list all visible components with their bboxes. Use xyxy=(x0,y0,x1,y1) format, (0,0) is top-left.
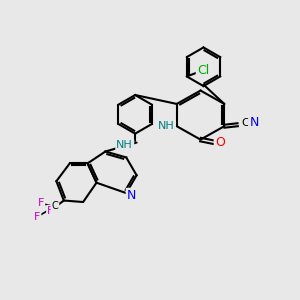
Text: NH: NH xyxy=(116,140,133,150)
Text: N: N xyxy=(249,116,259,129)
Text: F: F xyxy=(47,206,54,216)
Text: NH: NH xyxy=(158,121,175,131)
Text: F: F xyxy=(38,199,44,208)
Text: Cl: Cl xyxy=(197,64,209,77)
Text: C: C xyxy=(241,118,249,128)
Text: C: C xyxy=(52,202,58,212)
Text: O: O xyxy=(215,136,225,149)
Text: F: F xyxy=(34,212,40,222)
Text: N: N xyxy=(127,189,136,202)
